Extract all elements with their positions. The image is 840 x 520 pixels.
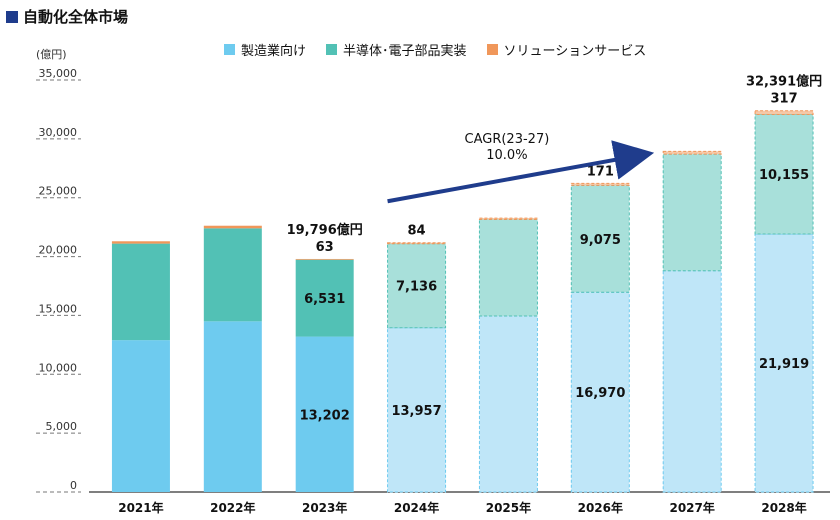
x-category-label: 2024年: [394, 500, 439, 515]
bar-segment: [754, 233, 814, 493]
y-tick-label: 15,000: [39, 302, 78, 315]
data-label: 13,957: [391, 404, 441, 419]
legend-item-manufacturing: 製造業向け: [224, 40, 306, 59]
y-tick-label: 20,000: [39, 244, 78, 257]
data-label: 21,919: [759, 357, 809, 372]
x-category-label: 2026年: [578, 500, 623, 515]
bar-segment: [662, 153, 722, 272]
x-category-label: 2028年: [761, 500, 806, 515]
cagr-label: CAGR(23-27): [465, 132, 550, 147]
data-label: 10,155: [759, 168, 809, 183]
x-category-label: 2027年: [669, 500, 714, 515]
data-label: 7,136: [396, 280, 437, 295]
bar-segment: [754, 113, 814, 235]
bar-segment: [754, 110, 814, 115]
legend: 製造業向け 半導体･電子部品実装 ソリューションサービス: [224, 40, 646, 59]
top-data-label: 19,796億円: [287, 222, 363, 238]
legend-label-solution: ソリューションサービス: [503, 44, 647, 59]
top-data-label: 171: [587, 164, 614, 179]
legend-label-manufacturing: 製造業向け: [241, 44, 307, 59]
bar-segment: [662, 150, 722, 155]
data-label: 6,531: [304, 292, 345, 307]
x-category-label: 2022年: [210, 500, 255, 515]
bar-segment: [295, 258, 354, 260]
x-category-label: 2023年: [302, 500, 347, 515]
bar-segment: [111, 241, 170, 244]
bar-segment: [295, 259, 354, 337]
legend-swatch-manufacturing: [224, 44, 235, 55]
legend-swatch-semiconductor: [326, 44, 338, 55]
bar-segment: [387, 327, 447, 493]
bar-segment: [387, 242, 447, 245]
bar-segment: [111, 243, 170, 341]
bar-segment: [203, 225, 262, 229]
legend-item-solution: ソリューションサービス: [486, 40, 647, 59]
data-label: 13,202: [300, 408, 350, 423]
unit-label: (億円): [36, 48, 67, 61]
bar-segment: [478, 315, 538, 493]
top-data-label: 63: [316, 240, 334, 255]
bar-segment: [570, 182, 630, 186]
y-tick-label: 5,000: [46, 420, 78, 433]
bar-segment: [203, 228, 262, 322]
chart-title: 自動化全体市場: [23, 8, 129, 26]
bar-segment: [570, 291, 630, 493]
chart-title-row: 自動化全体市場: [6, 6, 128, 27]
cagr-arrow: [387, 140, 655, 204]
cagr-value: 10.0%: [486, 148, 527, 163]
bar-segment: [295, 336, 354, 492]
y-tick-label: 25,000: [39, 185, 78, 198]
title-square-icon: [6, 10, 18, 23]
data-label: 16,970: [575, 386, 625, 401]
top-data-label: 32,391億円: [746, 74, 822, 90]
bar-segment: [570, 184, 630, 293]
bar-segment: [387, 243, 447, 329]
x-category-label: 2021年: [118, 500, 163, 515]
bar-segment: [111, 340, 170, 492]
legend-swatch-solution: [486, 44, 498, 55]
legend-label-semiconductor: 半導体･電子部品実装: [343, 44, 467, 59]
bar-segment: [478, 217, 538, 220]
y-tick-label: 10,000: [39, 361, 78, 374]
data-label: 9,075: [580, 233, 621, 248]
legend-item-semiconductor: 半導体･電子部品実装: [326, 40, 467, 59]
x-category-label: 2025年: [486, 500, 531, 515]
top-data-label: 317: [770, 92, 797, 107]
bar-segment: [203, 321, 262, 492]
y-tick-label: 30,000: [39, 126, 78, 139]
y-tick-label: 35,000: [39, 67, 78, 80]
y-tick-label: 0: [70, 479, 77, 492]
bar-segment: [478, 218, 538, 317]
top-data-label: 84: [408, 224, 426, 239]
bar-segment: [662, 270, 722, 493]
